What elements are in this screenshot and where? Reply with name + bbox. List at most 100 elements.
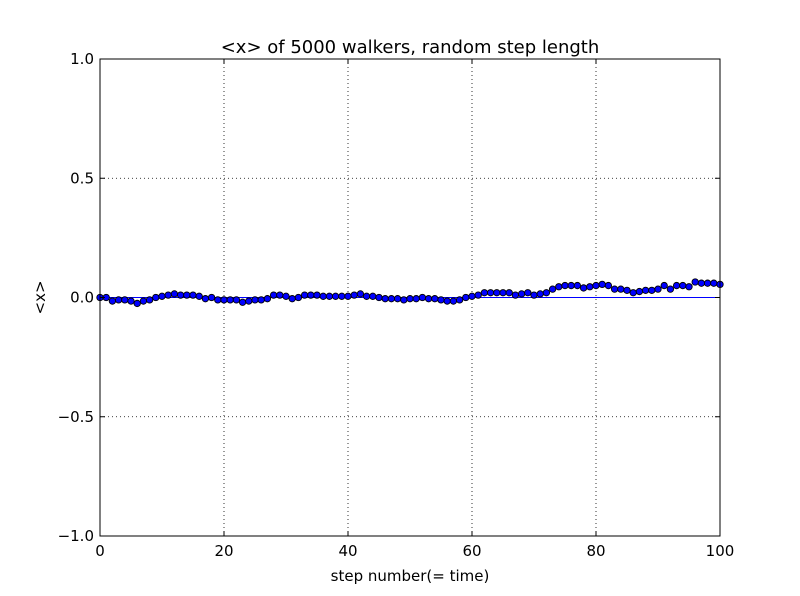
- data-point: [462, 293, 470, 302]
- x-tick-label: 80: [586, 542, 605, 560]
- data-point: [170, 290, 179, 298]
- data-point: [437, 296, 445, 304]
- data-point: [245, 297, 253, 305]
- data-point: [362, 292, 371, 300]
- data-point: [214, 296, 222, 304]
- data-point: [579, 284, 588, 292]
- y-tick-label: 1.0: [70, 50, 94, 68]
- data-point: [121, 296, 129, 304]
- data-point: [617, 285, 625, 293]
- data-point: [251, 296, 259, 304]
- data-point: [152, 293, 160, 302]
- data-point: [567, 281, 575, 290]
- data-point: [207, 293, 216, 302]
- data-point: [331, 292, 340, 300]
- data-point: [294, 293, 303, 302]
- data-point: [238, 298, 247, 306]
- data-point: [313, 291, 321, 299]
- data-point: [517, 290, 526, 298]
- data-point: [493, 289, 501, 297]
- data-point: [356, 290, 365, 298]
- data-point: [536, 290, 544, 298]
- data-point: [424, 295, 433, 303]
- data-point: [610, 285, 619, 293]
- data-point: [530, 291, 538, 299]
- data-point: [127, 297, 135, 305]
- data-point: [654, 285, 662, 293]
- data-point: [114, 296, 123, 304]
- data-point: [387, 295, 396, 303]
- data-point: [499, 289, 507, 297]
- data-point: [319, 292, 327, 300]
- data-point: [164, 291, 172, 299]
- data-point: [176, 291, 185, 299]
- data-point: [710, 279, 718, 287]
- data-point: [393, 295, 402, 303]
- data-point: [288, 295, 296, 303]
- data-point: [369, 292, 377, 300]
- data-point: [158, 292, 166, 300]
- data-point: [586, 283, 594, 291]
- data-point: [133, 299, 141, 308]
- y-axis-label: <x>: [31, 280, 49, 314]
- data-point: [697, 279, 706, 287]
- data-point: [474, 291, 482, 299]
- data-point: [108, 297, 117, 305]
- data-point: [443, 297, 451, 305]
- data-point: [431, 295, 439, 303]
- data-point: [542, 289, 551, 297]
- x-tick-label: 100: [706, 542, 735, 560]
- data-point: [592, 281, 600, 290]
- data-point: [263, 295, 272, 303]
- y-tick-label: 0.0: [70, 289, 94, 307]
- data-point: [672, 281, 681, 290]
- data-point: [338, 292, 346, 300]
- data-point: [648, 286, 656, 294]
- data-point: [406, 295, 414, 303]
- x-tick-label: 40: [338, 542, 357, 560]
- x-axis-label: step number(= time): [331, 567, 490, 585]
- data-point: [635, 287, 644, 296]
- data-point: [269, 291, 278, 299]
- data-point: [641, 286, 650, 294]
- y-tick-label: −0.5: [58, 408, 94, 426]
- data-point: [418, 293, 427, 302]
- data-point: [629, 289, 637, 297]
- data-point: [660, 281, 668, 290]
- data-point: [220, 296, 228, 304]
- data-point: [703, 279, 712, 287]
- data-point: [350, 291, 358, 299]
- data-point: [381, 295, 389, 303]
- data-point: [468, 292, 476, 300]
- tick-layer: 0 20 40 60 80 100 1.0 0.5 0.0 −0.5 −1.0: [58, 50, 735, 560]
- data-point: [480, 289, 489, 297]
- data-point: [344, 292, 352, 300]
- x-tick-label: 0: [95, 542, 105, 560]
- data-point: [604, 281, 613, 290]
- x-tick-label: 60: [462, 542, 481, 560]
- data-point: [325, 292, 334, 300]
- data-point: [307, 291, 315, 299]
- y-tick-label: −1.0: [58, 527, 94, 545]
- data-point: [400, 296, 408, 304]
- data-point: [548, 285, 557, 293]
- data-point: [691, 278, 699, 286]
- y-tick-label: 0.5: [70, 169, 94, 187]
- data-point: [505, 289, 513, 297]
- data-point: [412, 295, 420, 303]
- data-point: [598, 280, 606, 289]
- data-point: [145, 296, 154, 304]
- data-point: [449, 297, 458, 305]
- data-point: [666, 285, 675, 293]
- data-point: [555, 283, 563, 291]
- data-point: [511, 291, 520, 299]
- x-tick-label: 20: [214, 542, 233, 560]
- chart-title: <x> of 5000 walkers, random step length: [221, 37, 600, 58]
- data-point: [232, 296, 241, 304]
- data-point: [195, 292, 203, 300]
- data-point: [201, 295, 210, 303]
- data-point: [455, 296, 464, 304]
- data-point: [257, 296, 265, 304]
- data-point: [524, 289, 532, 297]
- data-point: [486, 289, 495, 297]
